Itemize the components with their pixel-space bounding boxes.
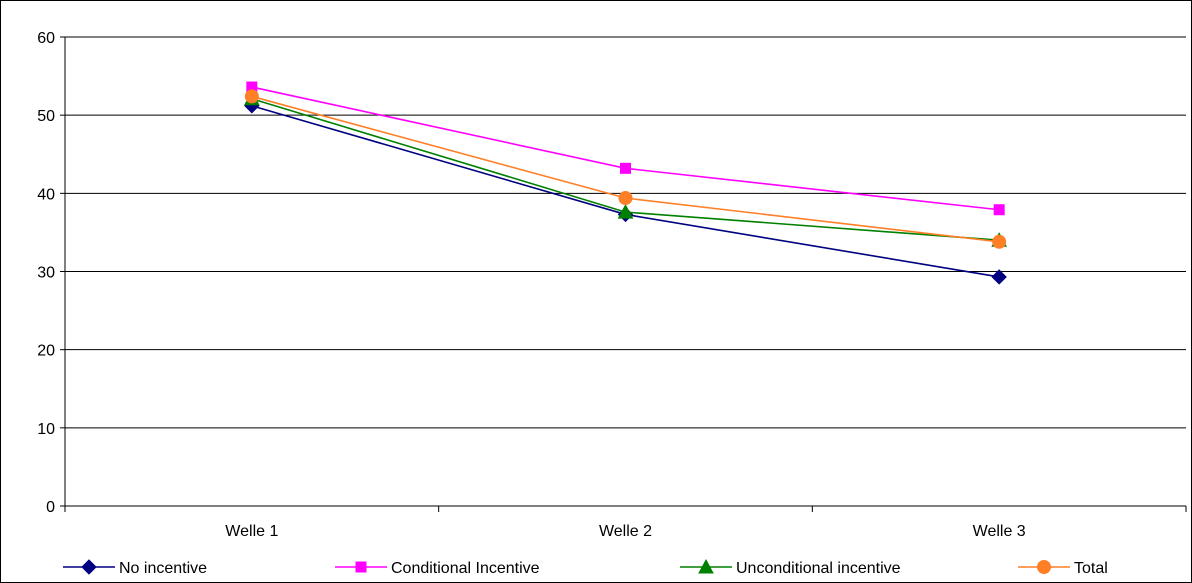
axes bbox=[60, 36, 1187, 512]
legend-item: Total bbox=[1018, 560, 1108, 577]
y-tick-label: 0 bbox=[46, 499, 55, 516]
legend: No incentive Conditional Incentive Uncondi… bbox=[63, 558, 1108, 577]
legend-marker bbox=[81, 559, 97, 575]
y-tick-label: 50 bbox=[37, 108, 55, 125]
series-1 bbox=[246, 81, 1005, 216]
data-point-marker bbox=[244, 89, 259, 104]
legend-label: Total bbox=[1074, 560, 1108, 577]
x-tick-labels: Welle 1 Welle 2 Welle 3 bbox=[225, 523, 1025, 540]
legend-item: Unconditional incentive bbox=[680, 558, 901, 577]
data-point-marker bbox=[617, 204, 634, 219]
y-tick-label: 20 bbox=[37, 343, 55, 360]
legend-item: No incentive bbox=[63, 559, 207, 577]
y-tick-labels: 0 10 20 30 40 50 60 bbox=[37, 30, 55, 516]
legend-label: Unconditional incentive bbox=[736, 560, 901, 577]
data-point-marker bbox=[618, 191, 633, 206]
data-point-marker bbox=[992, 234, 1007, 249]
legend-marker bbox=[355, 561, 367, 573]
y-tick-label: 10 bbox=[37, 421, 55, 438]
y-tick-label: 30 bbox=[37, 265, 55, 282]
y-tick-label: 40 bbox=[37, 186, 55, 203]
legend-label: Conditional Incentive bbox=[391, 560, 540, 577]
y-tick-label: 60 bbox=[37, 30, 55, 47]
legend-item: Conditional Incentive bbox=[335, 560, 540, 577]
x-tick-label: Welle 3 bbox=[973, 523, 1026, 540]
legend-label: No incentive bbox=[119, 560, 207, 577]
x-tick-label: Welle 1 bbox=[225, 523, 278, 540]
data-point-marker bbox=[991, 269, 1007, 285]
data-point-marker bbox=[993, 204, 1005, 216]
data-series bbox=[243, 81, 1008, 285]
x-tick-label: Welle 2 bbox=[599, 523, 652, 540]
series-3 bbox=[244, 89, 1007, 249]
legend-marker bbox=[698, 558, 714, 574]
gridlines bbox=[65, 36, 1186, 429]
legend-marker bbox=[1037, 560, 1051, 574]
data-point-marker bbox=[620, 162, 631, 174]
